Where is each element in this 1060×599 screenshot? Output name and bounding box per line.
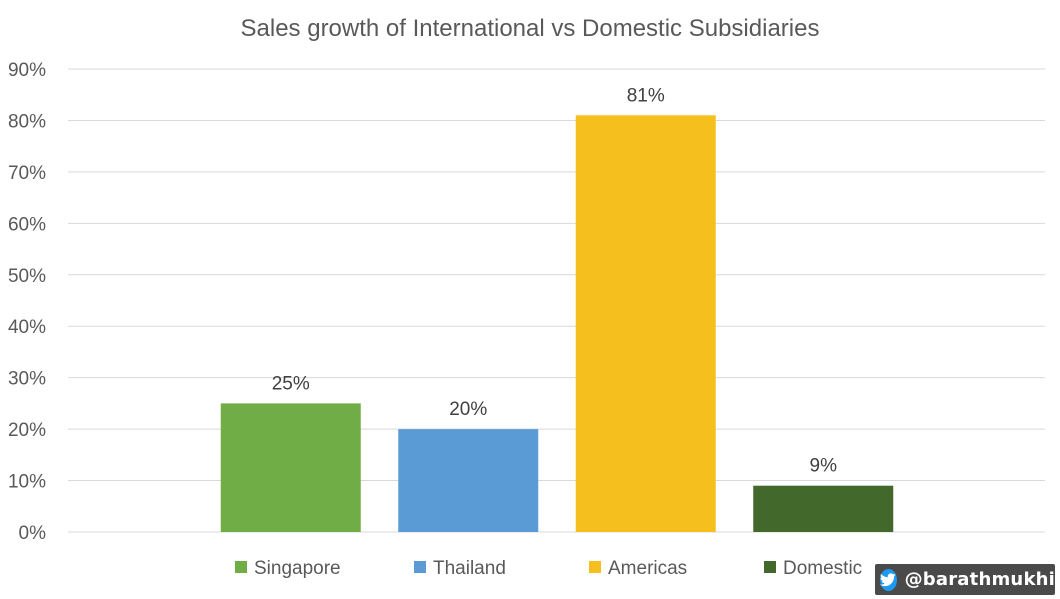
y-tick-label: 90% [8,60,46,81]
y-tick-label: 50% [8,266,46,287]
legend: Singapore Thailand Americas Domestic [235,558,862,579]
legend-label: Singapore [254,558,341,579]
bar-americas [575,115,716,533]
y-tick-label: 60% [8,214,46,235]
y-tick-label: 0% [19,523,47,544]
y-tick-label: 30% [8,369,46,390]
chart-title: Sales growth of International vs Domesti… [241,15,820,42]
legend-label: Thailand [433,558,506,579]
data-label: 25% [272,373,310,394]
data-label: 81% [627,85,665,106]
watermark-handle: @barathmukhi [904,569,1055,590]
data-label: 20% [449,399,487,420]
bar-singapore [220,403,361,532]
legend-swatch [414,561,426,573]
legend-swatch [589,561,601,573]
watermark-badge: @barathmukhi [875,564,1055,595]
y-axis-tick-labels: 0% 10% 20% 30% 40% 50% 60% 70% 80% 90% [8,60,46,544]
bars [220,115,894,533]
legend-label: Americas [608,558,687,579]
y-tick-label: 80% [8,111,46,132]
bar-thailand [398,429,539,532]
legend-swatch [235,561,247,573]
data-label: 9% [810,456,838,477]
y-tick-label: 20% [8,420,46,441]
y-tick-label: 70% [8,163,46,184]
twitter-bird-icon [880,568,897,591]
bar-domestic [753,485,894,532]
y-tick-label: 40% [8,317,46,338]
data-labels: 25% 20% 81% 9% [272,85,837,476]
y-tick-label: 10% [8,472,46,493]
gridlines [68,68,1045,533]
legend-label: Domestic [783,558,862,579]
legend-swatch [764,561,776,573]
